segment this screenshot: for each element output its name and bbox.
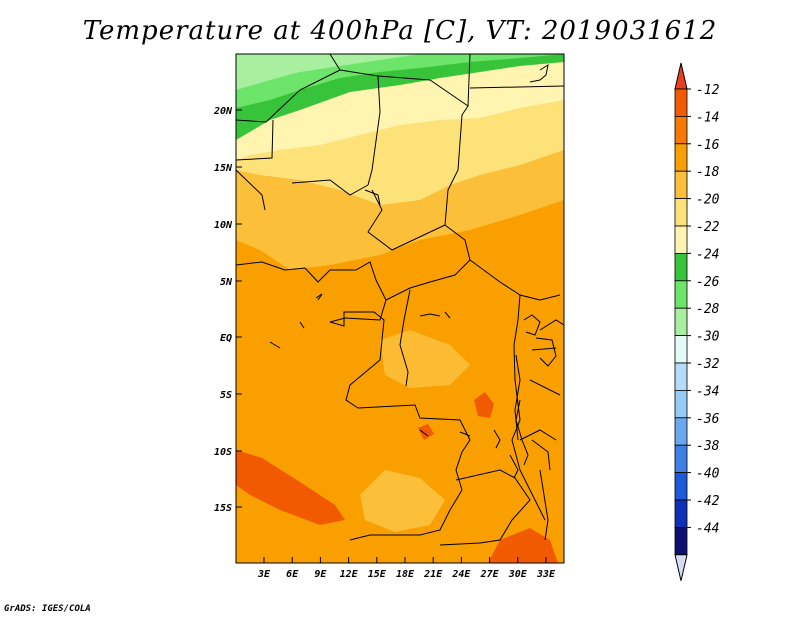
lon-tick-label: 30E (508, 569, 528, 580)
colorbar-label: -12 (696, 83, 720, 98)
lon-tick-label: 3E (257, 569, 271, 580)
map-frame (235, 53, 565, 564)
colorbar-swatch (674, 88, 688, 117)
lon-tick-label: 33E (536, 569, 556, 580)
colorbar-swatch (674, 170, 688, 199)
colorbar-label: -40 (696, 467, 720, 482)
patch-minus-16-south (360, 470, 445, 532)
colorbar-label: -34 (696, 384, 719, 399)
colorbar-label: -44 (696, 521, 719, 536)
colorbar-swatch (674, 417, 688, 446)
colorbar-label: -32 (696, 357, 720, 372)
lat-tick-label: 15S (214, 503, 232, 514)
colorbar-label: -36 (696, 412, 720, 427)
colorbar-bottom-arrow (674, 554, 688, 581)
colorbar-swatch (674, 362, 688, 391)
lat-tick-label: 20N (213, 106, 233, 117)
colorbar: -12 -14 -16 -18 -20 -22 -24 -26 -28 -30 -32 -34 -36 -… (674, 62, 720, 581)
latitude-axis: 20N 15N 10N 5N EQ 5S 10S 15S (213, 106, 242, 514)
colorbar-label: -22 (696, 220, 720, 235)
colorbar-swatch (674, 444, 688, 474)
colorbar-label: -16 (696, 138, 720, 153)
colorbar-swatch (674, 527, 688, 556)
colorbar-label: -24 (696, 247, 719, 262)
colorbar-label: -42 (696, 494, 720, 509)
lakes-and-islands (269, 63, 557, 479)
patch-minus-16-central (380, 330, 470, 388)
lat-tick-label: 5S (220, 390, 232, 401)
patch-minus-14-small (474, 392, 494, 418)
lon-tick-label: 21E (423, 569, 443, 580)
lat-tick-label: 10N (214, 220, 233, 231)
colorbar-swatch (674, 335, 688, 364)
lat-tick-label: EQ (220, 333, 232, 344)
lat-tick-label: 10S (214, 447, 232, 458)
colorbar-swatch (674, 389, 688, 419)
colorbar-label: -18 (696, 165, 720, 180)
colorbar-label: -14 (696, 110, 719, 125)
country-borders (236, 54, 564, 546)
colorbar-swatch (674, 252, 688, 282)
colorbar-swatch (674, 499, 688, 528)
colorbar-label: -38 (696, 439, 720, 454)
colorbar-label: -30 (696, 330, 720, 345)
colorbar-swatch (674, 472, 688, 501)
colorbar-swatch (674, 280, 688, 309)
grads-credit: GrADS: IGES/COLA (4, 604, 91, 614)
lon-tick-label: 15E (368, 569, 387, 580)
map-panel (236, 54, 564, 563)
patch-minus-14-southeast (488, 528, 558, 563)
lon-tick-label: 18E (396, 569, 415, 580)
lon-tick-label: 12E (340, 569, 359, 580)
lon-tick-label: 24E (451, 569, 471, 580)
chart-title: Temperature at 400hPa [C], VT: 201903161… (82, 16, 718, 46)
colorbar-label: -28 (696, 302, 720, 317)
lon-tick-label: 27E (480, 569, 500, 580)
longitude-axis: 3E 6E 9E 12E 15E 18E 21E 24E 27E 30E 33E (257, 557, 556, 580)
colorbar-swatch (674, 198, 688, 227)
lat-tick-label: 5N (220, 277, 233, 288)
colorbar-swatch (674, 225, 688, 254)
colorbar-swatch (674, 307, 688, 337)
band-minus-28 (236, 54, 420, 90)
patch-minus-14-small2 (418, 424, 434, 440)
lon-tick-label: 6E (286, 569, 299, 580)
colorbar-label: -26 (696, 275, 720, 290)
colorbar-label: -20 (696, 193, 720, 208)
colorbar-swatch (674, 143, 688, 172)
lon-tick-label: 9E (314, 569, 327, 580)
patch-minus-14-southwest (236, 450, 345, 525)
colorbar-top-arrow (674, 62, 688, 90)
colorbar-swatch (674, 116, 688, 145)
lat-tick-label: 15N (214, 163, 233, 174)
